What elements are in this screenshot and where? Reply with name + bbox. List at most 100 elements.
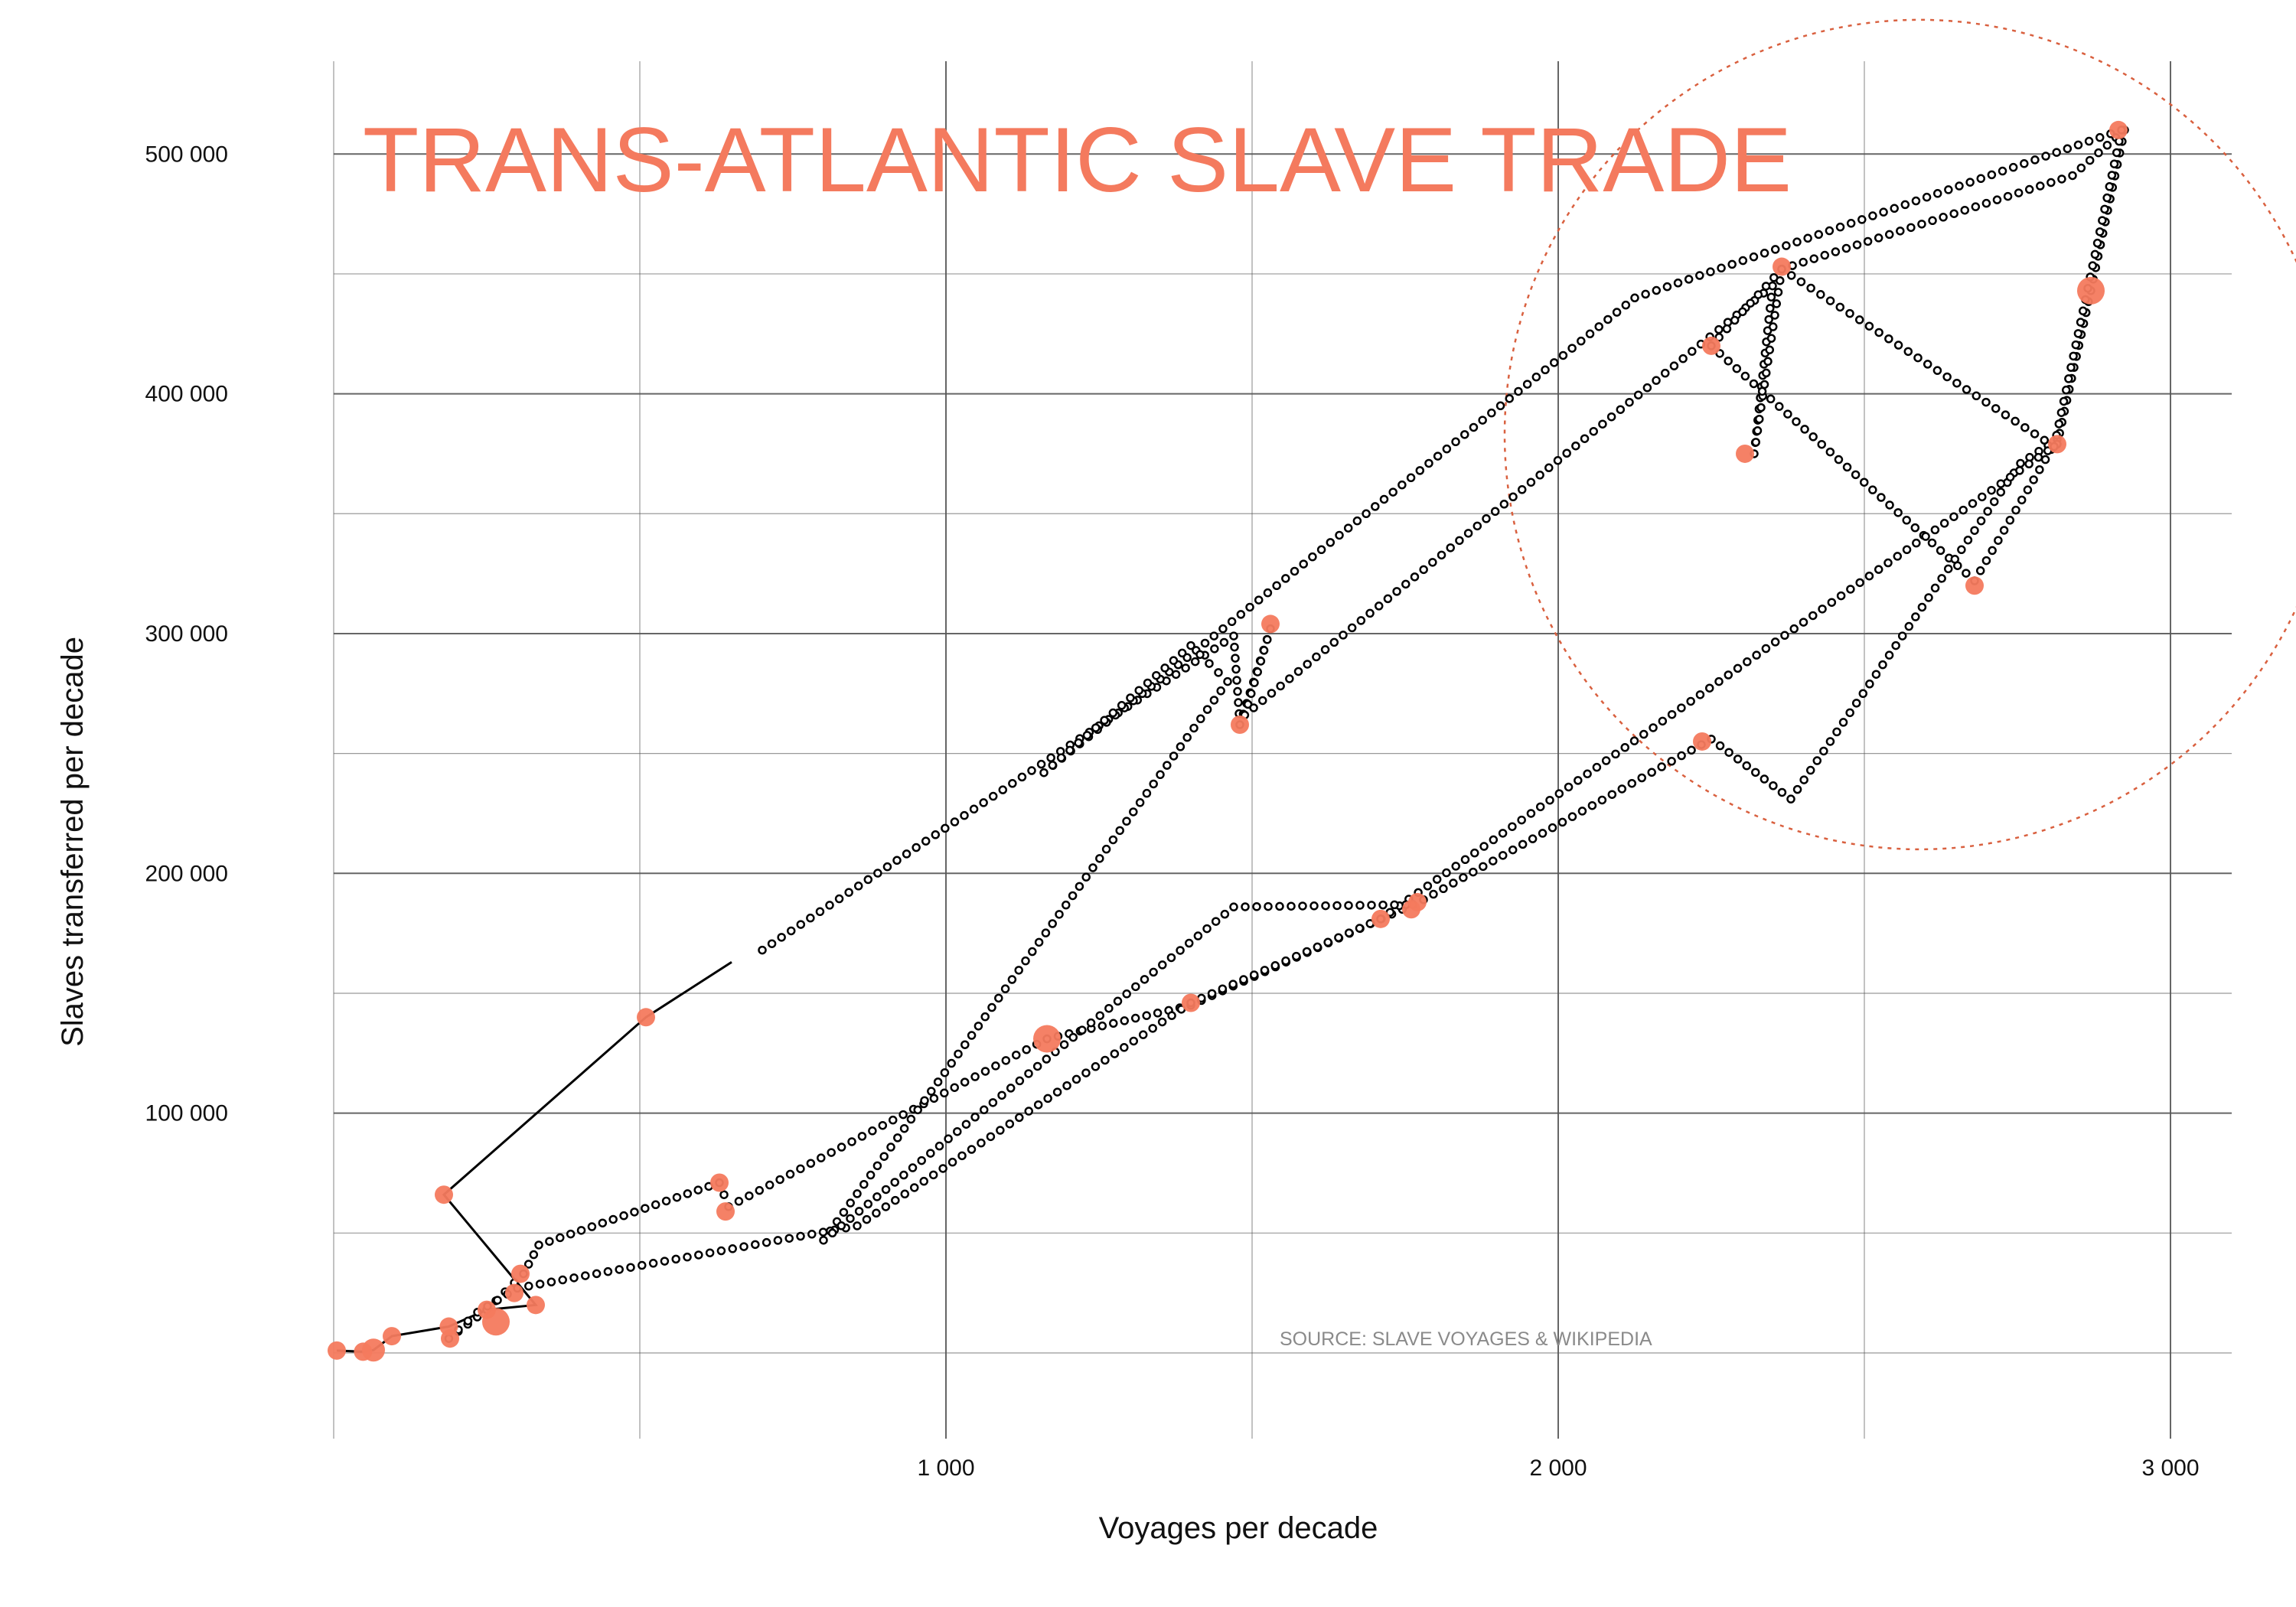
path-dot: [1733, 663, 1743, 673]
path-dot: [1508, 492, 1518, 502]
path-dot: [767, 939, 777, 948]
path-dot: [1489, 856, 1498, 865]
path-dot: [1202, 705, 1212, 714]
path-dot: [1994, 536, 2003, 545]
path-dot: [1743, 657, 1752, 667]
path-dot: [933, 1077, 943, 1087]
path-dot: [1332, 901, 1342, 911]
path-dot: [1122, 989, 1131, 999]
path-dot: [1207, 989, 1217, 999]
path-dot: [899, 1110, 908, 1120]
path-dot: [1835, 222, 1845, 232]
path-dot: [785, 1169, 795, 1179]
path-dot: [739, 1242, 748, 1251]
path-dot: [1202, 924, 1212, 934]
path-dot: [1971, 202, 1981, 211]
path-dot: [615, 1265, 624, 1274]
path-dot: [1117, 701, 1127, 710]
path-dot: [1902, 516, 1911, 525]
path-dot: [837, 1143, 846, 1152]
path-dot: [1799, 775, 1808, 784]
path-dot: [1260, 966, 1270, 975]
path-dot: [1272, 581, 1281, 591]
path-dot: [2068, 171, 2077, 181]
path-dot: [2098, 216, 2107, 225]
path-dot: [1095, 854, 1104, 863]
path-dot: [1630, 293, 1639, 303]
path-dot: [1392, 587, 1401, 596]
path-dot: [1890, 204, 1899, 214]
path-dot: [912, 843, 921, 852]
path-dot: [1241, 902, 1250, 911]
path-dot: [1535, 802, 1545, 812]
path-dot: [1996, 487, 2006, 497]
path-dot: [886, 1143, 895, 1152]
path-dot: [2063, 144, 2073, 154]
path-dot: [953, 1126, 962, 1136]
path-dot: [1321, 901, 1330, 911]
path-dot: [546, 1277, 556, 1286]
path-dot: [950, 817, 960, 826]
path-dot: [1508, 822, 1517, 831]
path-dot: [2011, 505, 2020, 515]
path-dot: [873, 869, 882, 878]
path-dot: [1714, 676, 1724, 686]
path-dot: [1160, 663, 1169, 673]
path-dot: [970, 1113, 980, 1122]
path-dot: [1641, 289, 1650, 299]
path-dot: [947, 1157, 957, 1167]
path-dot: [1695, 690, 1705, 699]
data-point: [328, 1341, 346, 1360]
path-dot: [947, 1058, 956, 1068]
path-dot: [1846, 219, 1856, 228]
data-point: [710, 1173, 729, 1192]
path-dot: [1808, 432, 1818, 442]
path-dot: [1397, 480, 1407, 490]
path-dot: [1210, 644, 1219, 654]
path-dot: [1091, 1062, 1101, 1071]
path-dot: [1764, 315, 1773, 324]
path-dot: [1930, 525, 1940, 535]
path-dot: [1200, 638, 1210, 648]
path-dot: [1770, 637, 1780, 647]
path-dot: [1621, 300, 1631, 310]
path-dot: [950, 1083, 959, 1092]
path-dot: [1937, 574, 1946, 583]
y-tick-label: 500 000: [145, 142, 228, 167]
path-dot: [1544, 463, 1554, 473]
path-dot: [1355, 924, 1365, 933]
path-dot: [1667, 757, 1676, 766]
path-dot: [1218, 624, 1228, 634]
path-dot: [2090, 249, 2100, 259]
path-dot: [1657, 762, 1666, 771]
path-dot: [1597, 795, 1607, 805]
path-dot: [796, 920, 806, 929]
path-dot: [1276, 681, 1285, 691]
path-dot: [1772, 299, 1781, 308]
point-group: [328, 120, 2128, 1362]
path-dot: [1220, 909, 1230, 919]
path-dot: [1851, 699, 1861, 708]
path-dot: [569, 1273, 579, 1283]
path-dot: [827, 1148, 836, 1157]
path-dot: [1001, 1056, 1011, 1065]
x-tick-label: 1 000: [917, 1455, 974, 1481]
path-dot: [980, 1012, 990, 1022]
path-dot: [1923, 360, 1932, 369]
path-dot: [940, 1088, 949, 1098]
path-dot: [1528, 834, 1538, 843]
path-dot: [2071, 340, 2081, 350]
path-dot: [1463, 529, 1473, 538]
path-dot: [1789, 624, 1799, 634]
path-dot: [844, 888, 853, 897]
path-dot: [1249, 970, 1259, 980]
data-point: [482, 1308, 510, 1336]
data-point: [441, 1329, 459, 1348]
path-dot: [1176, 946, 1185, 955]
path-dot: [827, 1228, 837, 1238]
path-dot: [1097, 1021, 1107, 1031]
path-dot: [1999, 526, 2009, 535]
path-dot: [1365, 608, 1375, 618]
path-dot: [1163, 761, 1172, 770]
path-dot: [1724, 356, 1733, 366]
